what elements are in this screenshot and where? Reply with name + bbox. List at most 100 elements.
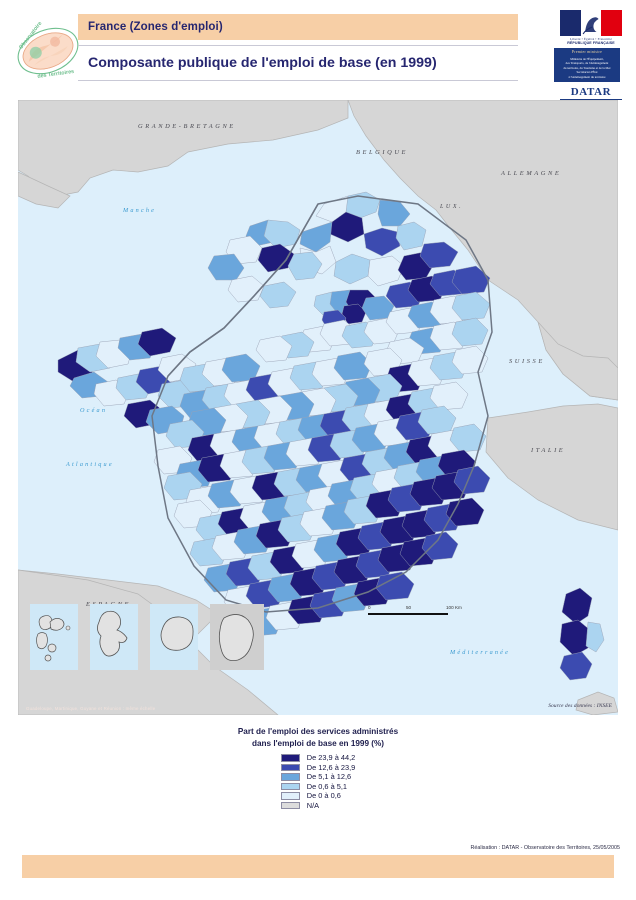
legend-title-line-1: Part de l'emploi des services administré…: [237, 727, 399, 736]
zone[interactable]: [451, 317, 489, 347]
inset-reunion[interactable]: [150, 604, 198, 670]
country-label-grande-bretagne: GRANDE-BRETAGNE: [138, 123, 236, 130]
page-header: Observatoire des Territoires France (Zon…: [0, 0, 636, 101]
zone[interactable]: [259, 281, 297, 309]
spain-block-lower: [18, 569, 279, 715]
zone-corse-sud[interactable]: [559, 651, 593, 681]
legend-items: De 23,9 à 44,2 De 12,6 à 23,9 De 5,1 à 1…: [280, 753, 356, 811]
italy-landmass: [485, 403, 618, 531]
france-employment-zones[interactable]: [57, 191, 605, 681]
scale-tick-100: 100 Km: [446, 605, 462, 610]
footer-bar: [22, 855, 614, 878]
ministry-line-1: des Transports, de l'Aménagement: [565, 61, 609, 66]
zone[interactable]: [419, 241, 459, 269]
legend-swatch: [280, 763, 300, 771]
inset-guyane[interactable]: [210, 604, 264, 670]
zone[interactable]: [445, 497, 485, 527]
country-label-allemagne: ALLEMAGNE: [500, 170, 561, 177]
sea-label-mediterranee: Méditerranée: [449, 649, 510, 656]
neighbour-countries: [18, 100, 618, 715]
map-legend: Part de l'emploi des services administré…: [0, 726, 636, 814]
ministry-heading: Premier ministre: [571, 50, 603, 55]
legend-swatch: [280, 754, 300, 762]
country-label-belgique: BELGIQUE: [356, 149, 408, 156]
country-label-italie: ITALIE: [530, 447, 565, 454]
zone[interactable]: [451, 265, 491, 295]
datar-wordmark: DATAR: [570, 86, 612, 99]
zone-corse-nord[interactable]: [561, 587, 593, 625]
header-divider-bottom: [78, 80, 518, 81]
ministry-line-4: à l'Aménagement du territoire: [568, 74, 606, 79]
britain-cornwall: [18, 171, 71, 209]
ministry-line-0: Ministère de l'Équipement,: [570, 56, 604, 61]
zone[interactable]: [137, 327, 177, 357]
legend-label: De 23,9 à 44,2: [306, 753, 356, 763]
scale-tick-0: 0: [368, 605, 371, 610]
logo-text-territoires: des Territoires: [37, 69, 75, 80]
map-source-note: Source des données : INSEE: [548, 703, 612, 709]
sea-labels: Manche Océan Atlantique Méditerranée: [65, 207, 510, 656]
zone-corse-centre[interactable]: [559, 619, 591, 657]
map-panel[interactable]: Manche Océan Atlantique Méditerranée GRA…: [18, 100, 618, 715]
sea-label-manche: Manche: [122, 207, 156, 214]
zone[interactable]: [395, 221, 427, 251]
legend-label: De 12,6 à 23,9: [306, 762, 356, 772]
zone[interactable]: [453, 465, 491, 495]
legend-row[interactable]: N/A: [280, 800, 356, 811]
scale-seg-2: [408, 613, 448, 616]
scale-seg-1: [368, 613, 408, 616]
legend-swatch: [280, 801, 300, 809]
legend-row[interactable]: De 0,6 à 5,1: [280, 781, 356, 792]
sardinia-landmass: [575, 691, 618, 715]
legend-swatch: [280, 782, 300, 790]
sea-label-ocean: Océan: [80, 407, 107, 414]
zone[interactable]: [451, 291, 491, 321]
title-block: France (Zones d'emploi) Composante publi…: [78, 14, 518, 81]
zone[interactable]: [363, 227, 401, 257]
zone[interactable]: [333, 351, 373, 381]
inset-guadeloupe[interactable]: [30, 604, 78, 670]
switzerland-landmass: [537, 321, 618, 401]
country-label-luxembourg: LUX.: [439, 204, 463, 210]
legend-title-line-2: dans l'emploi de base en 1999 (%): [251, 738, 385, 748]
legend-label: De 0 à 0,6: [306, 791, 341, 801]
france-region-borders: [151, 195, 493, 613]
datar-underline: [560, 99, 622, 101]
zone[interactable]: [257, 243, 295, 273]
zone[interactable]: [429, 381, 469, 411]
scale-tick-50: 50: [406, 605, 412, 610]
zone[interactable]: [255, 335, 293, 363]
legend-row[interactable]: De 5,1 à 12,6: [280, 772, 356, 782]
zone[interactable]: [367, 255, 405, 287]
legend-label: De 0,6 à 5,1: [306, 781, 348, 791]
realisation-credit: Réalisation : DATAR - Observatoire des T…: [470, 845, 620, 851]
zone[interactable]: [449, 423, 487, 453]
legend-row[interactable]: De 23,9 à 44,2: [280, 753, 356, 763]
ministry-box: Premier ministre Ministère de l'Équipeme…: [554, 48, 620, 83]
republic-name: RÉPUBLIQUE FRANÇAISE: [567, 41, 615, 46]
header-divider-top: [78, 45, 518, 46]
sea-label-atlantique: Atlantique: [65, 461, 114, 468]
legend-row[interactable]: De 0 à 0,6: [280, 791, 356, 801]
page-subtitle: France (Zones d'emploi): [78, 14, 518, 40]
legend-label: De 5,1 à 12,6: [306, 772, 352, 782]
map-scale-bar: 0 50 100 Km: [368, 605, 478, 616]
page-title: Composante publique de l'emploi de base …: [88, 55, 437, 71]
ministry-line-2: du territoire, du Tourisme et de la Mer: [563, 65, 611, 70]
inset-martinique[interactable]: [90, 604, 138, 670]
legend-title: Part de l'emploi des services administré…: [0, 726, 636, 749]
france-choropleth-map[interactable]: Manche Océan Atlantique Méditerranée GRA…: [18, 100, 618, 715]
legend-swatch: [280, 773, 300, 781]
french-flag-marianne-icon: [560, 10, 623, 36]
country-label-suisse: SUISSE: [509, 358, 545, 365]
zone[interactable]: [421, 531, 459, 561]
overseas-inset-note: Guadeloupe, Martinique, Guyane et Réunio…: [26, 706, 156, 711]
legend-label: N/A: [306, 800, 320, 810]
legend-row[interactable]: De 12,6 à 23,9: [280, 762, 356, 773]
legend-swatch: [280, 792, 300, 800]
zone-corse-est[interactable]: [585, 621, 605, 653]
republique-francaise-datar-logo: Liberté • Égalité • Fraternité RÉPUBLIQU…: [554, 10, 628, 101]
observatoire-des-territoires-logo: Observatoire des Territoires: [12, 12, 84, 90]
ministry-line-3: Secrétariat d'État: [576, 70, 598, 75]
zone[interactable]: [287, 251, 323, 281]
